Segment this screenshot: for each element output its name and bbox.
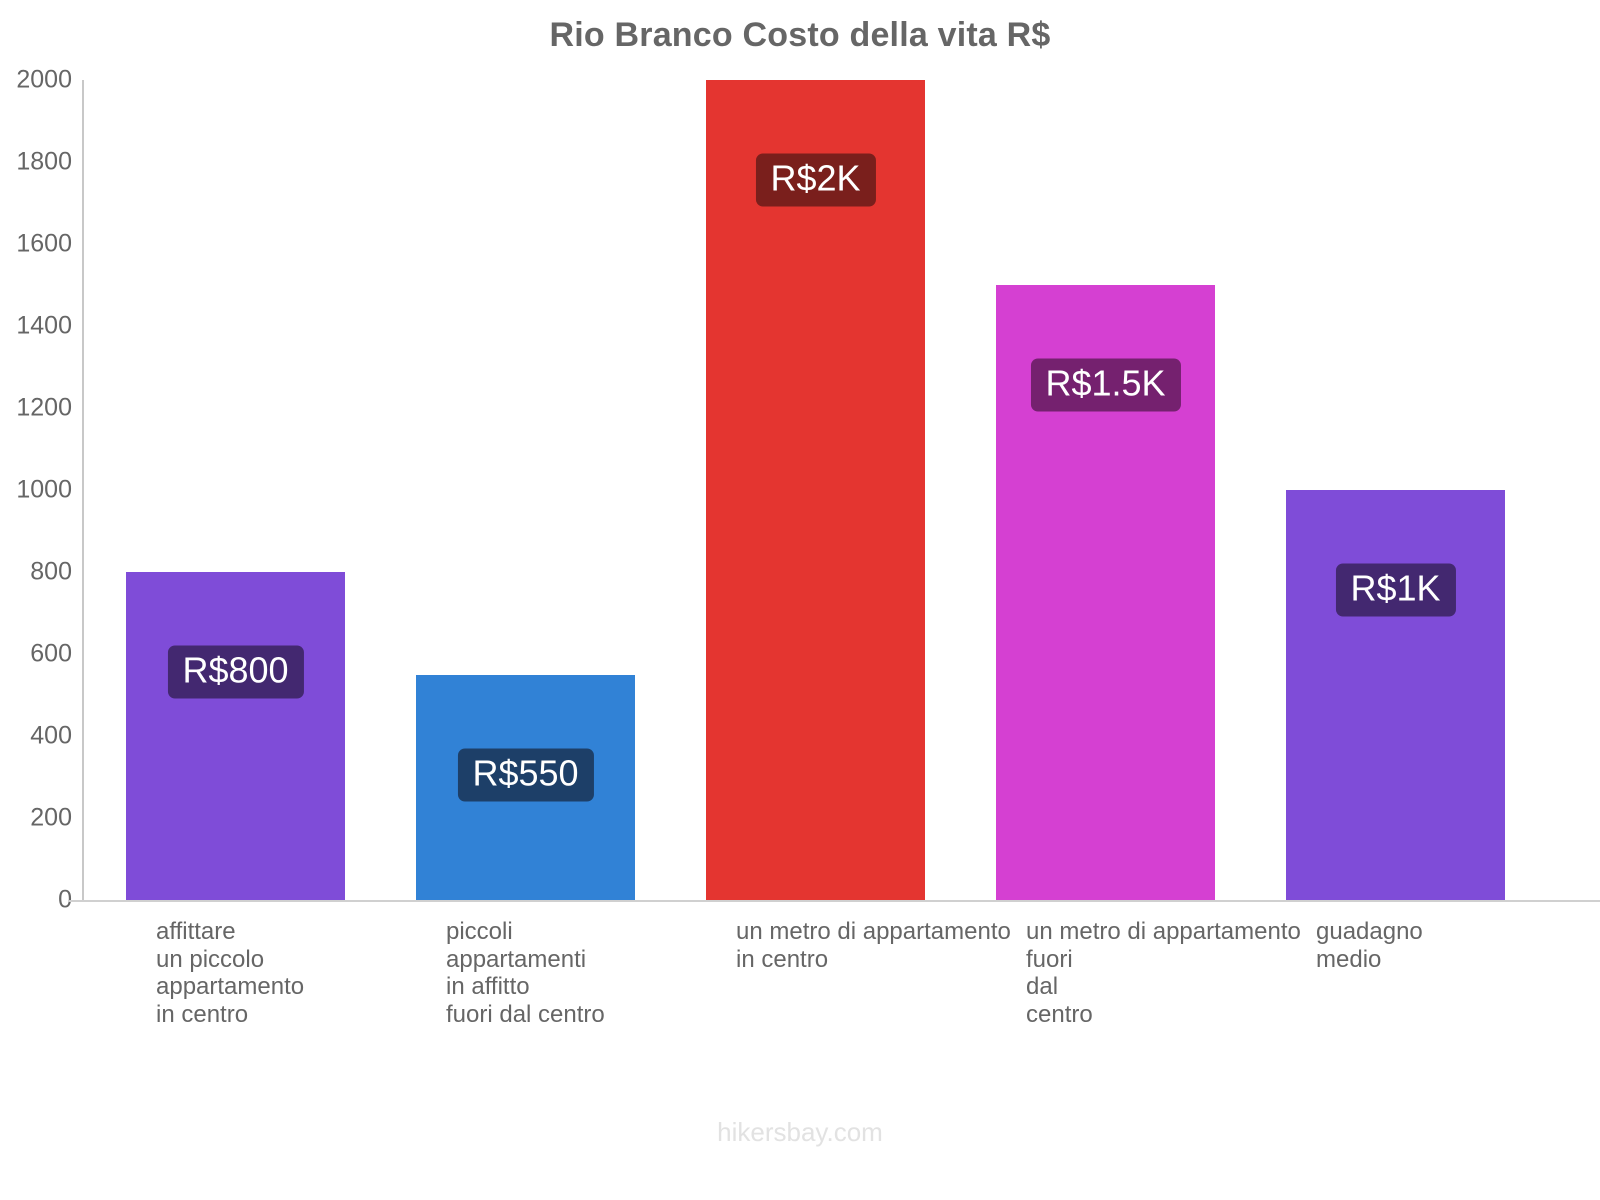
x-category-label-line: medio [1316, 945, 1382, 973]
y-tick-label: 1800 [16, 147, 72, 176]
x-category-label: un metro di appartamento fuori dal centro [1026, 918, 1301, 1028]
bar-value-label: R$1K [1335, 563, 1456, 617]
x-axis-baseline [68, 900, 1600, 902]
y-tick-label: 200 [30, 803, 72, 832]
y-tick-label: 400 [30, 721, 72, 750]
y-tick-label: 0 [58, 885, 72, 914]
x-category-label-line: in affitto [446, 973, 530, 1000]
bar-value-label: R$800 [167, 645, 304, 699]
x-category-label-line: un piccolo [156, 945, 265, 973]
x-category-label-line: appartamenti [446, 945, 587, 973]
y-tick-label: 800 [30, 557, 72, 586]
x-category-label: piccoli appartamenti in affitto fuori dal c… [446, 918, 605, 1028]
bar[interactable] [126, 572, 345, 900]
bar[interactable] [706, 80, 925, 900]
x-category-label-line: piccoli [446, 918, 513, 945]
x-category-label-line: fuori [1026, 945, 1073, 973]
y-tick-label: 1600 [16, 229, 72, 258]
x-category-label-line: centro [1026, 1000, 1093, 1028]
x-category-label: un metro di appartamento in centro [736, 918, 1011, 973]
x-category-label: affittare un piccolo appartamento in centro [156, 918, 304, 1028]
x-category-label-line: guadagno [1316, 918, 1423, 945]
y-tick-label: 1000 [16, 475, 72, 504]
bar-value-label: R$2K [755, 153, 876, 207]
y-tick-label: 600 [30, 639, 72, 668]
x-category-label-line: affittare [156, 918, 236, 945]
y-tick-label: 2000 [16, 65, 72, 94]
watermark: hikersbay.com [717, 1117, 883, 1147]
x-category-label-line: dal [1026, 973, 1059, 1000]
y-tick-label: 1200 [16, 393, 72, 422]
x-category-label: guadagno medio [1316, 918, 1423, 973]
x-category-label-line: un metro di appartamento [1026, 918, 1301, 945]
x-category-label-line: in centro [736, 945, 829, 973]
x-category-label-line: in centro [156, 1000, 249, 1028]
x-category-label-line: appartamento [156, 973, 305, 1000]
x-axis-category-labels: affittare un piccolo appartamento in centro… [0, 918, 1600, 1058]
y-tick-label: 1400 [16, 311, 72, 340]
x-category-label-line: un metro di appartamento [736, 918, 1011, 945]
y-axis-tick-labels: 0 200 400 600 800 1000 1200 1400 1600 1800 2000 [0, 0, 72, 1200]
x-category-label-line: fuori dal centro [446, 1000, 605, 1028]
bar[interactable] [1286, 490, 1505, 900]
chart-title: Rio Branco Costo della vita R$ [549, 16, 1051, 54]
y-axis-line [82, 80, 84, 900]
bar-value-label: R$550 [457, 748, 594, 801]
bar-value-label: R$1.5K [1030, 358, 1181, 412]
